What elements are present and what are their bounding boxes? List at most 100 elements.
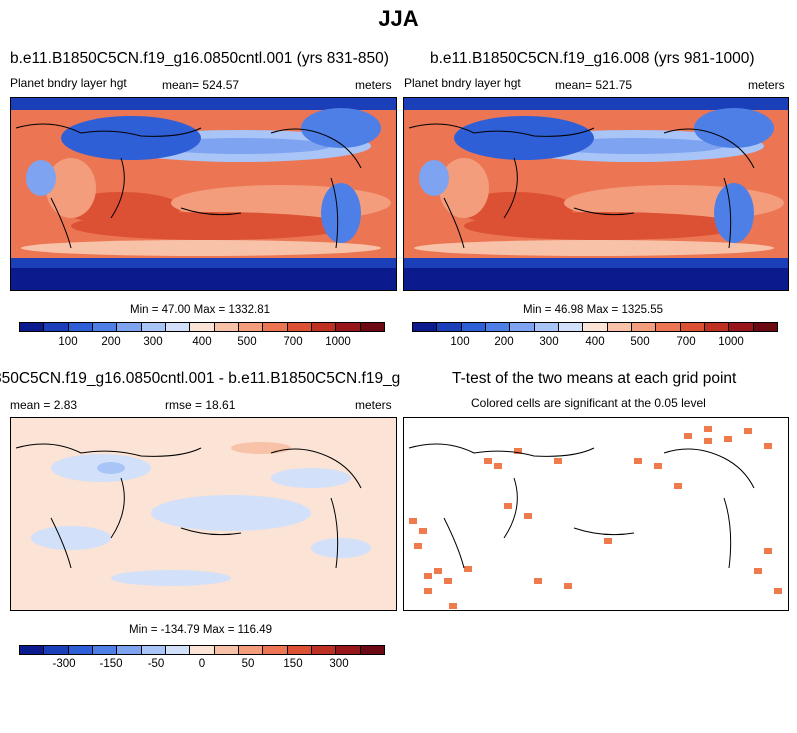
colorbar-swatch — [92, 646, 118, 654]
colorbar-swatch — [360, 323, 384, 331]
panel1-colorbar-tick: 100 — [58, 336, 78, 348]
colorbar-swatch — [165, 646, 191, 654]
colorbar-swatch — [558, 323, 584, 331]
panel2-colorbar-tick: 300 — [539, 336, 559, 348]
colorbar-swatch — [485, 323, 511, 331]
panel4-title: T-test of the two means at each grid poi… — [452, 370, 737, 387]
colorbar-swatch — [20, 646, 45, 654]
significant-cell — [774, 588, 782, 594]
panel1-min-max: Min = 47.00 Max = 1332.81 — [130, 304, 271, 316]
colorbar-swatch — [214, 323, 239, 331]
colorbar-swatch — [510, 323, 535, 331]
panel4-subtitle: Colored cells are significant at the 0.0… — [471, 396, 706, 410]
colorbar-swatch — [238, 646, 264, 654]
significant-cell — [504, 503, 512, 509]
panel1-colorbar — [19, 322, 385, 332]
colorbar-swatch — [336, 323, 361, 331]
significant-cell — [704, 426, 712, 432]
colorbar-swatch — [461, 323, 486, 331]
significant-cell — [534, 578, 542, 584]
colorbar-swatch — [238, 323, 264, 331]
significant-cell — [564, 583, 572, 589]
colorbar-swatch — [607, 323, 632, 331]
panel3-title: 850C5CN.f19_g16.0850cntl.001 - b.e11.B18… — [0, 370, 400, 387]
colorbar-swatch — [704, 323, 730, 331]
panel4-map — [403, 417, 789, 611]
colorbar-swatch — [534, 323, 559, 331]
significant-cell — [484, 458, 492, 464]
colorbar-swatch — [413, 323, 438, 331]
figure-title: JJA — [378, 6, 419, 31]
colorbar-swatch — [680, 323, 705, 331]
panel3-colorbar-tick: 300 — [329, 658, 349, 670]
colorbar-swatch — [165, 323, 191, 331]
significant-cell — [764, 548, 772, 554]
significant-cell — [414, 543, 422, 549]
colorbar-swatch — [311, 323, 337, 331]
panel4-map-field — [404, 418, 788, 610]
panel2-colorbar-tick: 1000 — [718, 336, 744, 348]
significant-cell — [444, 578, 452, 584]
significant-cell — [494, 463, 502, 469]
colorbar-swatch — [287, 323, 312, 331]
significant-cell — [514, 448, 522, 454]
colorbar-swatch — [263, 323, 288, 331]
colorbar-swatch — [117, 646, 142, 654]
panel3-title-clip: 850C5CN.f19_g16.0850cntl.001 - b.e11.B18… — [0, 370, 400, 388]
panel1-colorbar-tick: 400 — [192, 336, 212, 348]
significant-cell — [724, 436, 732, 442]
colorbar-swatch — [287, 646, 312, 654]
colorbar-swatch — [44, 646, 69, 654]
colorbar-swatch — [44, 323, 69, 331]
colorbar-swatch — [631, 323, 657, 331]
colorbar-swatch — [141, 646, 166, 654]
panel3-units-label: meters — [355, 398, 392, 412]
significant-cell — [434, 568, 442, 574]
colorbar-swatch — [68, 646, 93, 654]
significant-cell — [674, 483, 682, 489]
colorbar-swatch — [263, 646, 288, 654]
panel2-colorbar-tick: 100 — [450, 336, 470, 348]
panel1-map-field — [11, 98, 396, 290]
significant-cell — [654, 463, 662, 469]
panel3-colorbar-tick: 50 — [241, 658, 255, 670]
panel2-colorbar — [412, 322, 778, 332]
panel2-map-field — [404, 98, 788, 290]
panel1-colorbar-tick: 300 — [143, 336, 163, 348]
panel3-mean-label: mean = 2.83 — [10, 398, 78, 412]
panel2-map — [403, 97, 789, 291]
significant-cell — [704, 438, 712, 444]
panel3-colorbar-tick: -300 — [52, 658, 76, 670]
panel3-min-max: Min = -134.79 Max = 116.49 — [129, 624, 272, 636]
colorbar-swatch — [729, 323, 754, 331]
panel3-rmse-label: rmse = 18.61 — [165, 398, 236, 412]
panel3-colorbar-tick: 0 — [198, 658, 206, 670]
panel2-min-max: Min = 46.98 Max = 1325.55 — [523, 304, 664, 316]
panel1-colorbar-tick: 1000 — [325, 336, 351, 348]
colorbar-swatch — [336, 646, 361, 654]
panel2-title: b.e11.B1850C5CN.f19_g16.008 (yrs 981-100… — [430, 50, 755, 67]
panel3-colorbar-tick: 150 — [283, 658, 303, 670]
significant-cell — [744, 428, 752, 434]
panel3-colorbar-tick: -150 — [99, 658, 123, 670]
colorbar-swatch — [92, 323, 118, 331]
significant-cell — [449, 603, 457, 609]
panel1-mean-label: mean= 524.57 — [162, 78, 240, 92]
panel1-colorbar-tick: 500 — [237, 336, 257, 348]
colorbar-swatch — [437, 323, 462, 331]
significant-cell — [424, 573, 432, 579]
colorbar-swatch — [311, 646, 337, 654]
panel1-title: b.e11.B1850C5CN.f19_g16.0850cntl.001 (yr… — [10, 50, 389, 67]
significant-cell — [604, 538, 612, 544]
significant-cell — [524, 513, 532, 519]
panel1-colorbar-tick: 200 — [101, 336, 121, 348]
colorbar-swatch — [141, 323, 166, 331]
colorbar-swatch — [214, 646, 239, 654]
colorbar-swatch — [20, 323, 45, 331]
panel1-variable-label: Planet bndry layer hgt — [10, 76, 127, 90]
colorbar-swatch — [190, 323, 215, 331]
significant-cell — [464, 566, 472, 572]
significant-cell — [764, 443, 772, 449]
panel3-map-field — [11, 418, 396, 610]
panel1-units-label: meters — [355, 78, 392, 92]
